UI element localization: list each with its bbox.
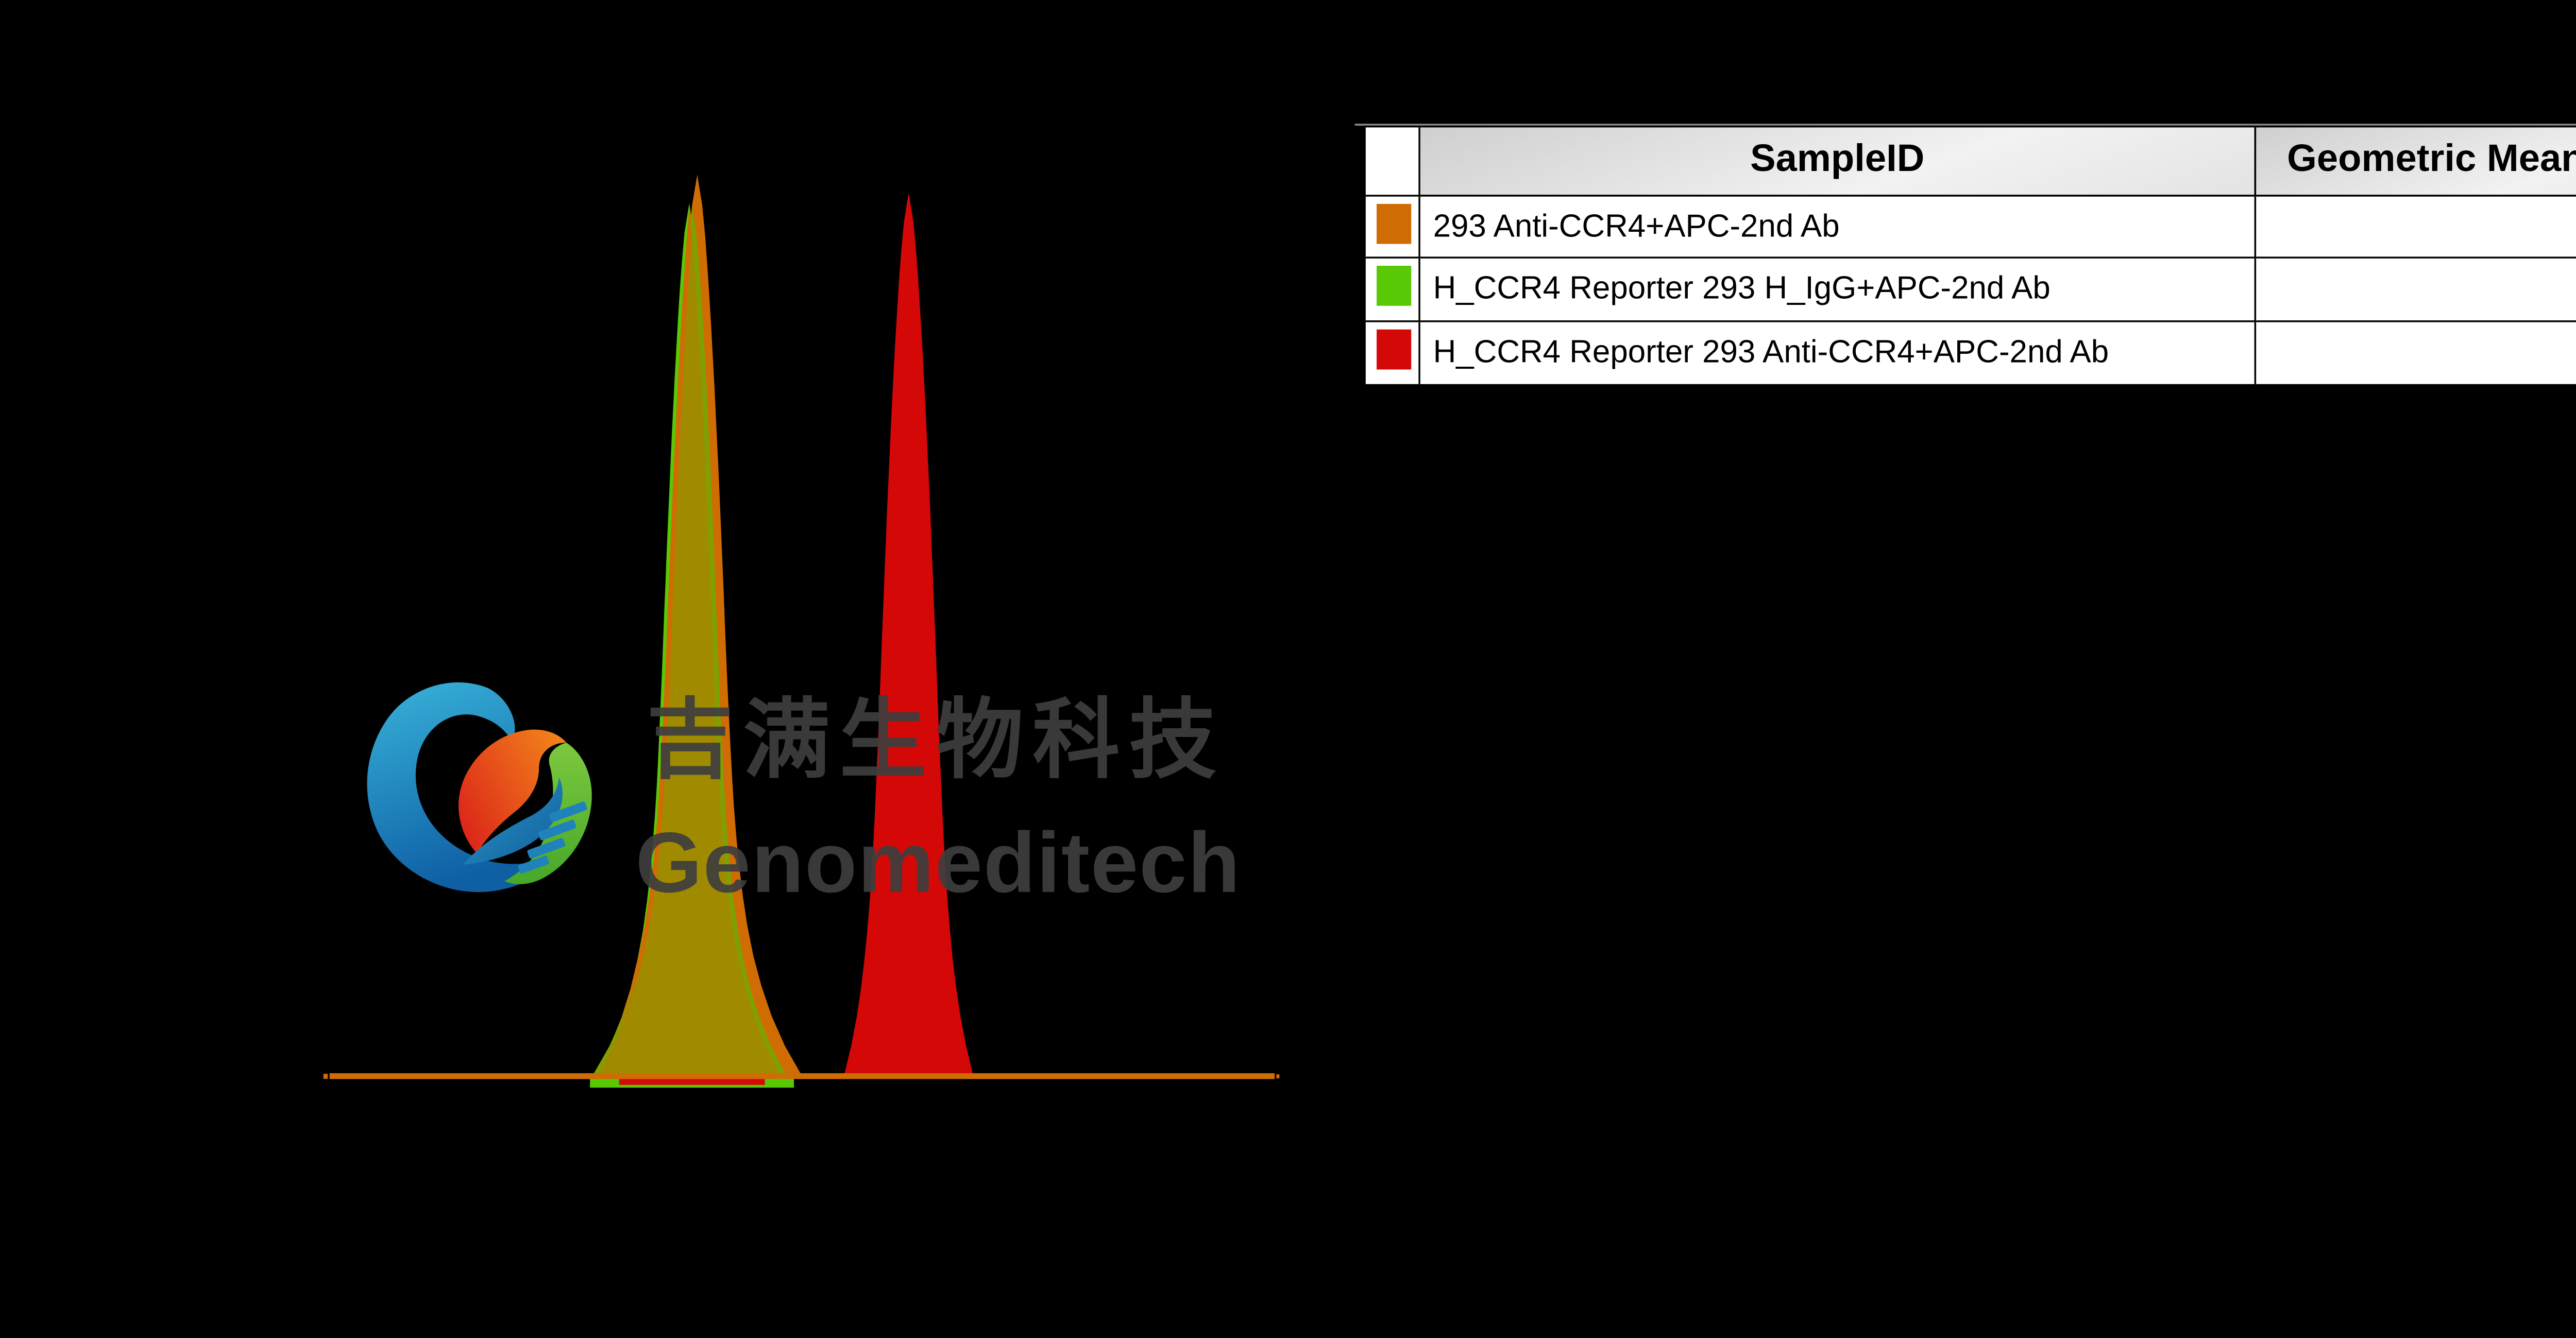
legend-row-geomean: 170714 <box>2256 321 2576 384</box>
legend-row-swatch-cell <box>1365 195 1420 259</box>
x-axis-baseline <box>323 1073 1280 1079</box>
legend-row-sampleid: 293 Anti-CCR4+APC-2nd Ab <box>1420 195 2257 259</box>
legend-table-top-highlight <box>1354 123 2576 126</box>
legend-header-geomean: Geometric Mean : FL11-H <box>2256 127 2576 196</box>
red-histogram-peak <box>844 193 974 1076</box>
legend-row-sampleid: H_CCR4 Reporter 293 Anti-CCR4+APC-2nd Ab <box>1420 321 2257 384</box>
series-color-swatch <box>1376 203 1412 244</box>
legend-row-geomean: 2169 <box>2256 195 2576 259</box>
legend-header-sampleid: SampleID <box>1420 127 2257 196</box>
legend-row-swatch-cell <box>1365 258 1420 321</box>
series-color-swatch <box>1376 266 1412 306</box>
legend-table: SampleID Geometric Mean : FL11-H 293 Ant… <box>1364 125 2576 386</box>
baseline-left-tick <box>323 1073 328 1079</box>
orange-green-overlap-fill <box>594 203 784 1076</box>
legend-row-swatch-cell <box>1365 321 1420 384</box>
series-color-swatch <box>1376 330 1412 370</box>
baseline-line <box>329 1073 1275 1079</box>
legend-header-swatch-cell <box>1365 127 1420 196</box>
legend-row-sampleid: H_CCR4 Reporter 293 H_IgG+APC-2nd Ab <box>1420 258 2257 321</box>
baseline-right-tick <box>1276 1074 1280 1078</box>
legend-row-geomean: 1849 <box>2256 258 2576 321</box>
